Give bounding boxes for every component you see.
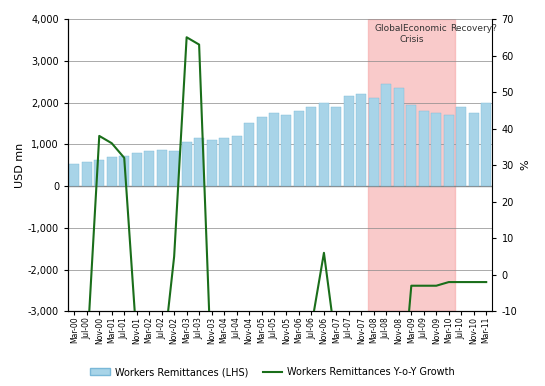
Y-axis label: %: % bbox=[520, 160, 530, 171]
Bar bbox=[369, 98, 379, 186]
Bar bbox=[368, 19, 455, 311]
Bar bbox=[144, 151, 154, 186]
Bar bbox=[469, 113, 479, 186]
Bar bbox=[282, 115, 292, 186]
Legend: Workers Remittances (LHS), Workers Remittances Y-o-Y Growth: Workers Remittances (LHS), Workers Remit… bbox=[87, 363, 458, 381]
Bar bbox=[219, 138, 229, 186]
Bar bbox=[306, 107, 317, 186]
Bar bbox=[481, 103, 491, 186]
Bar bbox=[294, 111, 304, 186]
Bar bbox=[194, 138, 204, 186]
Bar bbox=[407, 105, 416, 186]
Bar bbox=[132, 153, 142, 186]
Bar bbox=[382, 84, 391, 186]
Bar bbox=[119, 156, 129, 186]
Bar bbox=[82, 162, 92, 186]
Bar bbox=[269, 113, 279, 186]
Bar bbox=[69, 164, 79, 186]
Bar bbox=[169, 151, 179, 186]
Bar bbox=[207, 140, 216, 186]
Bar bbox=[244, 124, 254, 186]
Bar bbox=[444, 115, 454, 186]
Bar bbox=[331, 107, 341, 186]
Bar bbox=[456, 107, 466, 186]
Bar bbox=[156, 150, 167, 186]
Text: Recovery?: Recovery? bbox=[450, 24, 497, 33]
Bar bbox=[431, 113, 441, 186]
Bar bbox=[394, 88, 404, 186]
Text: GlobalEconomic
Crisis: GlobalEconomic Crisis bbox=[375, 24, 447, 44]
Bar bbox=[94, 160, 104, 186]
Bar bbox=[356, 94, 366, 186]
Bar bbox=[319, 103, 329, 186]
Y-axis label: USD mn: USD mn bbox=[15, 142, 25, 188]
Bar bbox=[107, 157, 117, 186]
Bar bbox=[344, 96, 354, 186]
Bar bbox=[181, 142, 192, 186]
Bar bbox=[419, 111, 429, 186]
Bar bbox=[257, 117, 267, 186]
Bar bbox=[232, 136, 241, 186]
